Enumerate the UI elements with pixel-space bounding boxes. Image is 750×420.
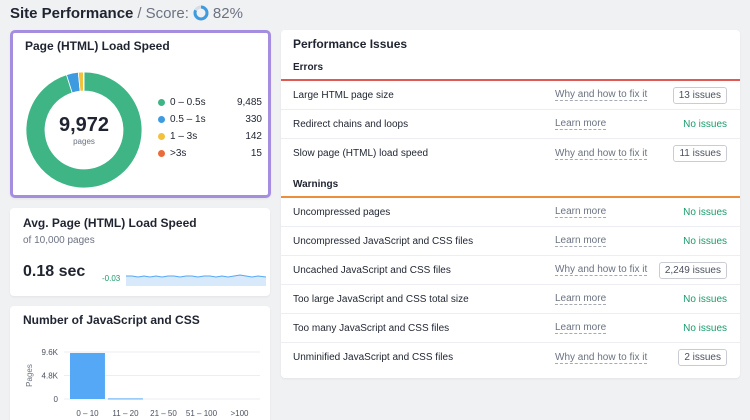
legend-row[interactable]: >3s 15 xyxy=(158,145,268,162)
title-separator: / xyxy=(137,4,142,22)
legend-value: 142 xyxy=(245,131,262,142)
legend-value: 15 xyxy=(250,148,262,159)
x-tick-label: 0 – 10 xyxy=(76,409,99,418)
x-tick-label: 11 – 20 xyxy=(112,409,139,418)
js-css-count-card[interactable]: Number of JavaScript and CSS Pages 9.6K 4.… xyxy=(10,306,270,420)
issue-help-link[interactable]: Learn more xyxy=(555,322,607,334)
score-value: 82% xyxy=(212,4,243,22)
avg-speed-title: Avg. Page (HTML) Load Speed xyxy=(23,216,197,230)
avg-load-speed-card[interactable]: Avg. Page (HTML) Load Speed of 10,000 pa… xyxy=(10,208,270,296)
y-tick-label: 9.6K xyxy=(42,348,59,357)
issue-count-badge[interactable]: 11 issues xyxy=(673,145,727,162)
y-tick-label: 0 xyxy=(54,395,59,404)
issue-help-link[interactable]: Learn more xyxy=(555,206,607,218)
avg-speed-sparkline xyxy=(126,274,266,286)
legend-row[interactable]: 0.5 – 1s 330 xyxy=(158,111,268,128)
issue-count-badge: No issues xyxy=(683,235,727,247)
avg-speed-value: 0.18 sec xyxy=(23,263,86,280)
issue-row: Redirect chains and loops Learn more No … xyxy=(281,110,740,139)
legend-label: >3s xyxy=(170,148,187,159)
issue-row: Uncompressed JavaScript and CSS files Le… xyxy=(281,227,740,256)
y-tick-label: 4.8K xyxy=(42,372,59,381)
issue-status[interactable]: 11 issues xyxy=(673,145,727,162)
issue-count-badge[interactable]: 2 issues xyxy=(678,349,727,366)
warnings-divider xyxy=(281,196,740,198)
issue-row: Too large JavaScript and CSS total size … xyxy=(281,285,740,314)
avg-speed-subtitle: of 10,000 pages xyxy=(23,235,95,246)
issue-help-link[interactable]: Learn more xyxy=(555,293,607,305)
issue-name: Uncompressed JavaScript and CSS files xyxy=(293,235,474,247)
issue-row: Large HTML page size Why and how to fix … xyxy=(281,81,740,110)
issue-row: Unminified JavaScript and CSS files Why … xyxy=(281,343,740,372)
issue-row: Too many JavaScript and CSS files Learn … xyxy=(281,314,740,343)
legend-value: 330 xyxy=(245,114,262,125)
load-speed-title: Page (HTML) Load Speed xyxy=(25,39,170,53)
issue-name: Large HTML page size xyxy=(293,89,394,101)
y-axis-label: Pages xyxy=(25,364,34,387)
legend-row[interactable]: 0 – 0.5s 9,485 xyxy=(158,94,268,111)
issue-help-link[interactable]: Why and how to fix it xyxy=(555,264,648,276)
issue-name: Too large JavaScript and CSS total size xyxy=(293,293,469,305)
legend-label: 0 – 0.5s xyxy=(170,97,206,108)
issue-count-badge: No issues xyxy=(683,206,727,218)
issues-title: Performance Issues xyxy=(293,37,408,51)
legend-dot-icon xyxy=(158,150,165,157)
issue-status[interactable]: 2 issues xyxy=(678,349,727,366)
issue-status: No issues xyxy=(683,294,727,305)
legend-dot-icon xyxy=(158,99,165,106)
issue-status: No issues xyxy=(683,119,727,130)
issue-status[interactable]: 2,249 issues xyxy=(658,261,727,279)
issue-name: Uncached JavaScript and CSS files xyxy=(293,264,451,276)
issue-name: Slow page (HTML) load speed xyxy=(293,148,429,159)
x-tick-label: 21 – 50 xyxy=(150,409,177,418)
js-css-title: Number of JavaScript and CSS xyxy=(23,313,200,327)
issue-name: Redirect chains and loops xyxy=(293,118,409,130)
score-label: Score: xyxy=(145,4,189,22)
legend-label: 0.5 – 1s xyxy=(170,114,206,125)
issue-help-link[interactable]: Why and how to fix it xyxy=(555,351,648,364)
avg-speed-delta: -0.03 xyxy=(102,274,121,283)
score-ring-icon xyxy=(193,5,209,21)
warnings-section-header: Warnings xyxy=(293,178,339,190)
page-header: Site Performance / Score: 82% xyxy=(10,2,243,24)
issue-count-badge[interactable]: 2,249 issues xyxy=(658,261,727,279)
issue-count-badge: No issues xyxy=(683,293,727,305)
bar[interactable] xyxy=(70,352,105,399)
x-tick-label: >100 xyxy=(230,409,249,418)
page-title: Site Performance xyxy=(10,4,134,22)
legend-value: 9,485 xyxy=(236,97,262,108)
issue-count-badge[interactable]: 13 issues xyxy=(672,86,727,104)
js-css-bar-chart[interactable]: Pages 9.6K 4.8K 0 0 – 10 11 – 20 21 – 50 51 – 1… xyxy=(10,336,270,420)
issue-name: Too many JavaScript and CSS files xyxy=(293,322,450,334)
issue-help-link[interactable]: Why and how to fix it xyxy=(555,147,648,160)
legend-dot-icon xyxy=(158,133,165,140)
issue-row: Uncached JavaScript and CSS files Why an… xyxy=(281,256,740,285)
errors-divider xyxy=(281,79,740,81)
issue-status: No issues xyxy=(683,323,727,334)
issue-status[interactable]: 13 issues xyxy=(672,86,727,104)
issue-help-link[interactable]: Why and how to fix it xyxy=(555,89,648,101)
errors-section-header: Errors xyxy=(293,61,324,73)
issue-count-badge: No issues xyxy=(683,322,727,334)
performance-issues-card: Performance Issues Errors Large HTML pag… xyxy=(281,30,740,378)
issue-status: No issues xyxy=(683,236,727,247)
donut-slice[interactable] xyxy=(83,71,85,92)
load-speed-card[interactable]: Page (HTML) Load Speed 9,972 pages 0 – 0… xyxy=(10,30,271,198)
load-speed-legend: 0 – 0.5s 9,485 0.5 – 1s 330 1 – 3s 142 >… xyxy=(158,94,268,162)
load-speed-donut-chart[interactable] xyxy=(24,70,144,190)
issue-help-link[interactable]: Learn more xyxy=(555,118,607,130)
bar[interactable] xyxy=(108,398,143,400)
issue-count-badge: No issues xyxy=(683,118,727,130)
issue-name: Uncompressed pages xyxy=(293,206,391,218)
legend-dot-icon xyxy=(158,116,165,123)
issue-row: Uncompressed pages Learn more No issues xyxy=(281,198,740,227)
issue-row: Slow page (HTML) load speed Why and how … xyxy=(281,139,740,168)
x-tick-label: 51 – 100 xyxy=(186,409,218,418)
legend-row[interactable]: 1 – 3s 142 xyxy=(158,128,268,145)
legend-label: 1 – 3s xyxy=(170,131,198,142)
issue-status: No issues xyxy=(683,207,727,218)
issue-name: Unminified JavaScript and CSS files xyxy=(293,352,454,363)
issue-help-link[interactable]: Learn more xyxy=(555,235,607,247)
donut-slice[interactable] xyxy=(25,71,143,189)
